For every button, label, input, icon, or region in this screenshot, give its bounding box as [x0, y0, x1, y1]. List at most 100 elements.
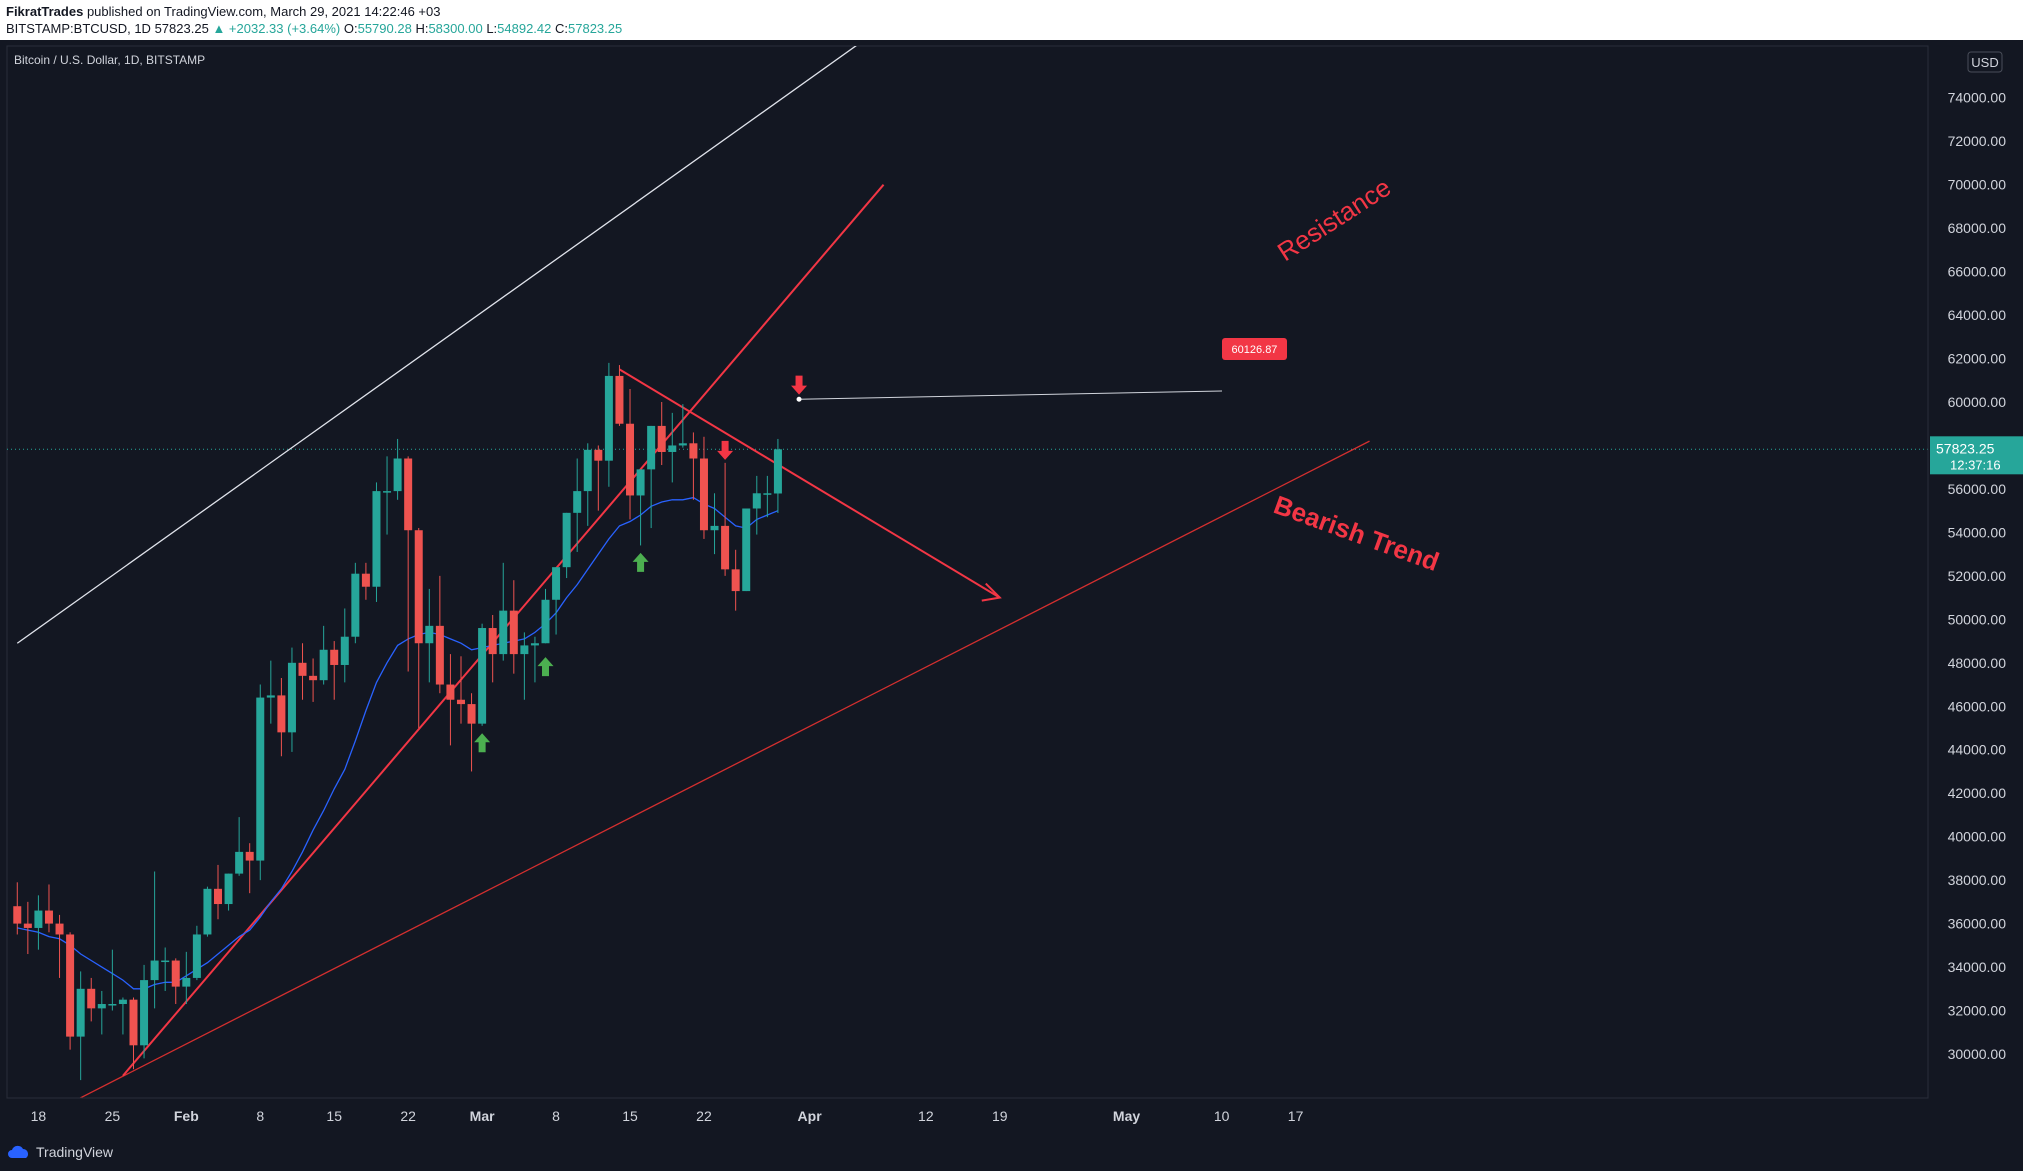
candle-body	[235, 851, 244, 874]
candle	[361, 562, 370, 600]
candle-body	[742, 508, 751, 592]
candle	[520, 632, 529, 700]
candle	[309, 658, 318, 702]
x-tick-label: 19	[992, 1108, 1008, 1124]
plot-area: Bitcoin / U.S. Dollar, 1D, BITSTAMP 60126…	[7, 46, 1928, 1098]
x-tick-label: Apr	[798, 1108, 823, 1124]
candle-body	[594, 449, 603, 461]
price-tag-value: 57823.25	[1936, 440, 1995, 456]
y-tick-label: 64000.00	[1948, 307, 2007, 323]
candle-body	[277, 695, 286, 733]
upper-channel-line	[16, 46, 857, 644]
candle	[742, 508, 751, 592]
candle	[330, 641, 339, 700]
candle-body	[150, 960, 159, 981]
candle	[393, 438, 402, 500]
candle-body	[340, 636, 349, 665]
high-label: H:	[415, 21, 429, 36]
y-tick-label: 60000.00	[1948, 394, 2007, 410]
x-tick-label: 25	[105, 1108, 121, 1124]
x-tick-label: 18	[31, 1108, 47, 1124]
candle	[657, 402, 666, 466]
candle	[562, 512, 571, 579]
candle-body	[108, 1004, 117, 1006]
candle-body	[361, 573, 370, 587]
candle	[118, 997, 127, 1035]
candle	[235, 817, 244, 876]
buy-arrow-icon	[632, 552, 649, 572]
candle	[224, 873, 233, 911]
candle	[108, 949, 117, 1011]
candle	[763, 475, 772, 518]
candle	[34, 895, 43, 950]
candle	[594, 445, 603, 511]
candle-body	[214, 888, 223, 905]
candle-body	[478, 628, 487, 724]
callout-box	[1222, 338, 1287, 360]
y-tick-label: 34000.00	[1948, 959, 2007, 975]
price-tag	[1930, 436, 2023, 475]
candle	[245, 843, 254, 894]
candle-body	[140, 980, 149, 1046]
last-price: 57823.25	[154, 21, 209, 36]
x-tick-label: 22	[400, 1108, 416, 1124]
y-tick-label: 48000.00	[1948, 655, 2007, 671]
high-value: 58300.00	[428, 21, 483, 36]
x-tick-label: 10	[1214, 1108, 1230, 1124]
bearish-trend-label: Bearish Trend	[1270, 489, 1443, 576]
candle-body	[678, 443, 687, 446]
countdown-label: 12:37:16	[1950, 457, 2001, 472]
candle	[435, 575, 444, 694]
candle	[97, 990, 106, 1035]
candle	[731, 549, 740, 611]
candle	[414, 528, 423, 728]
candle	[266, 660, 275, 724]
y-tick-label: 52000.00	[1948, 568, 2007, 584]
footer: TradingView	[0, 1134, 2023, 1171]
currency-badge	[1967, 51, 2003, 73]
symbol-label: BITSTAMP:BTCUSD, 1D	[6, 21, 151, 36]
candle	[488, 614, 497, 683]
candle-body	[615, 375, 624, 424]
candle	[23, 901, 32, 955]
candle-body	[552, 567, 561, 600]
price-chart[interactable]: Bitcoin / U.S. Dollar, 1D, BITSTAMP 60126…	[0, 40, 2023, 1134]
candle	[573, 458, 582, 552]
candle	[583, 443, 592, 526]
candle-body	[393, 458, 402, 492]
candle-body	[446, 684, 455, 700]
candle-body	[245, 851, 254, 861]
candle-body	[182, 977, 191, 987]
candle-body	[731, 569, 740, 592]
candle	[509, 580, 518, 674]
plot-frame	[6, 45, 1929, 1099]
time-axis: 18 25 Feb 8 15 22 Mar 8 15 22 Apr 12 19 May 10 17	[7, 1097, 1928, 1124]
x-tick-label: 15	[622, 1108, 638, 1124]
candle-body	[710, 525, 719, 531]
candle-body	[626, 423, 635, 496]
candle-body	[372, 491, 381, 587]
candle	[340, 608, 349, 683]
candle-body	[562, 512, 571, 568]
y-tick-label: 70000.00	[1948, 177, 2007, 193]
candle-body	[657, 425, 666, 452]
candle-body	[319, 649, 328, 681]
candle-body	[224, 873, 233, 905]
author-name[interactable]: FikratTrades	[6, 4, 84, 19]
candle	[351, 562, 360, 644]
candle-body	[773, 449, 782, 494]
candle	[66, 932, 75, 1050]
x-tick-label: 8	[552, 1108, 560, 1124]
candle-body	[699, 458, 708, 531]
chart-title: Bitcoin / U.S. Dollar, 1D, BITSTAMP	[14, 53, 205, 67]
candle-body	[129, 999, 138, 1046]
candle-body	[66, 934, 75, 1037]
y-tick-label: 72000.00	[1948, 133, 2007, 149]
candle-body	[13, 906, 22, 924]
candle	[161, 947, 170, 991]
publish-line: FikratTrades published on TradingView.co…	[6, 4, 441, 19]
candle-body	[97, 1004, 106, 1009]
tradingview-logo[interactable]: TradingView	[8, 1144, 113, 1160]
candle	[615, 365, 624, 426]
candle	[214, 864, 223, 920]
